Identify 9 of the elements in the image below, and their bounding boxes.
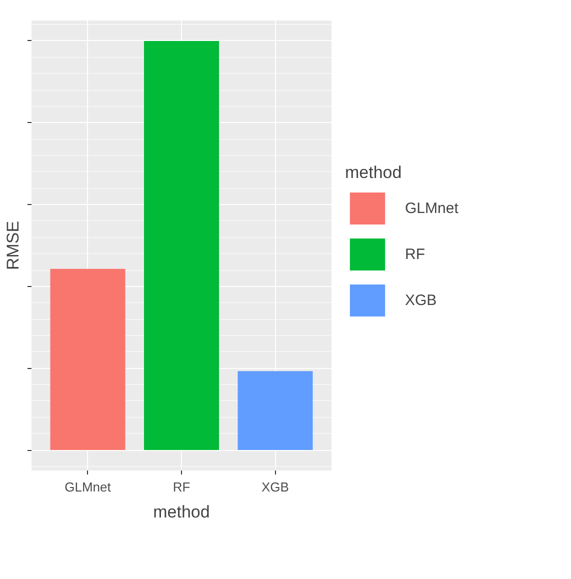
legend-label: XGB: [405, 292, 437, 308]
y-axis-title: RMSE: [4, 220, 22, 270]
legend-label: RF: [405, 246, 425, 262]
x-tick-label: GLMnet: [64, 480, 112, 494]
legend-title: method: [345, 163, 403, 183]
x-axis-title: method: [153, 502, 210, 522]
x-tick-label: XGB: [262, 480, 289, 494]
legend-label: GLMnet: [405, 200, 458, 216]
x-tick-label: RF: [172, 480, 190, 494]
